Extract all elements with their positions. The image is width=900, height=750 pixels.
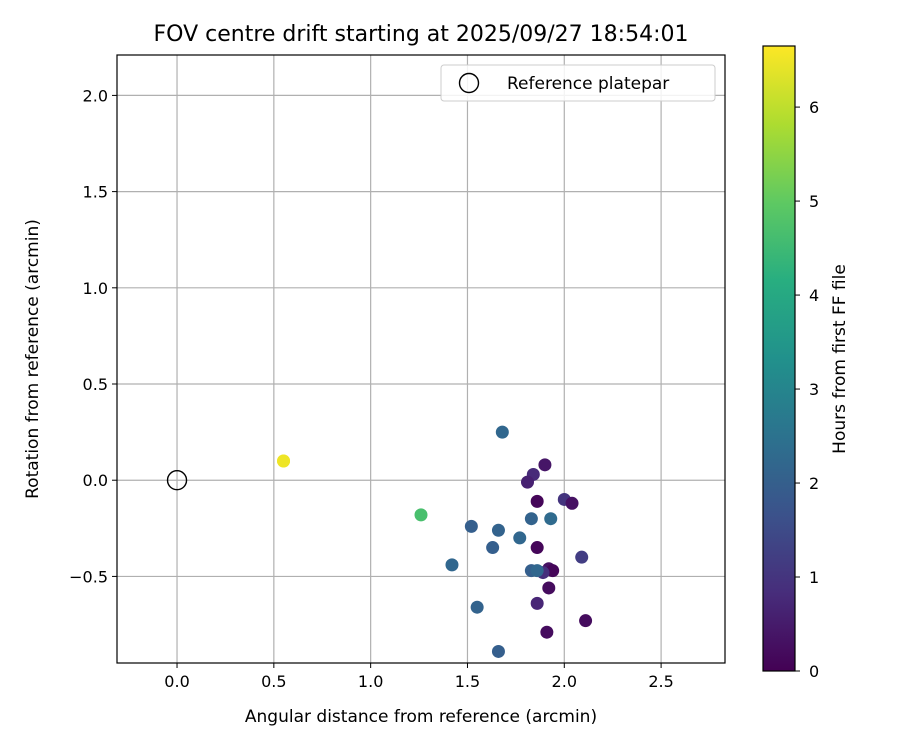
x-tick-label: 1.0: [358, 672, 383, 691]
plot-area-frame: [116, 54, 726, 664]
colorbar-gradient: [762, 45, 796, 672]
data-point: [530, 564, 544, 578]
data-point: [277, 454, 291, 468]
data-point: [491, 644, 505, 658]
x-tick-label: 2.0: [552, 672, 577, 691]
colorbar-tick-label: 0: [809, 662, 819, 681]
x-axis-label: Angular distance from reference (arcmin): [245, 707, 597, 727]
colorbar-tick-label: 6: [809, 98, 819, 117]
colorbar-tick-label: 1: [809, 568, 819, 587]
colorbar-ticks: 0 1 2 3 4 5 6: [795, 98, 819, 681]
colorbar-tick-label: 4: [809, 286, 819, 305]
data-point: [491, 523, 505, 537]
colorbar-tick-label: 3: [809, 380, 819, 399]
data-point: [579, 614, 593, 628]
x-tick-label: 1.5: [455, 672, 480, 691]
data-point: [565, 496, 579, 510]
x-tick-label: 0.0: [164, 672, 189, 691]
y-axis-label: Rotation from reference (arcmin): [23, 219, 43, 499]
y-tick-label: 0.0: [83, 471, 108, 490]
legend: Reference platepar: [440, 64, 716, 102]
y-tick-label: 0.5: [83, 375, 108, 394]
data-point: [546, 564, 560, 578]
data-point: [513, 531, 527, 545]
legend-entry: Reference platepar: [507, 74, 669, 94]
data-point: [530, 541, 544, 555]
colorbar-tick-label: 5: [809, 192, 819, 211]
y-tick-label: 2.0: [83, 86, 108, 105]
chart-title: FOV centre drift starting at 2025/09/27 …: [154, 22, 689, 47]
y-axis: −0.5 0.0 0.5 1.0 1.5 2.0: [69, 86, 117, 586]
data-point: [524, 512, 538, 526]
data-point: [530, 494, 544, 508]
legend-box: [440, 64, 716, 102]
data-point: [544, 512, 558, 526]
data-point: [520, 475, 534, 489]
colorbar-tick-label: 2: [809, 474, 819, 493]
data-point: [538, 458, 552, 472]
data-point: [495, 425, 509, 439]
data-point: [575, 550, 589, 564]
data-point: [542, 581, 556, 595]
legend-marker-icon: [458, 72, 480, 94]
data-point: [414, 508, 428, 522]
data-point: [445, 558, 459, 572]
y-tick-label: 1.5: [83, 183, 108, 202]
colorbar-label: Hours from first FF file: [830, 264, 850, 454]
data-point: [540, 625, 554, 639]
x-tick-label: 0.5: [261, 672, 286, 691]
data-point: [530, 596, 544, 610]
data-points: [166, 425, 593, 658]
y-tick-label: 1.0: [83, 279, 108, 298]
x-tick-label: 2.5: [648, 672, 673, 691]
colorbar: 0 1 2 3 4 5 6 Hours from first FF file: [762, 45, 850, 681]
grid: [117, 55, 725, 663]
data-point: [464, 519, 478, 533]
x-axis: 0.0 0.5 1.0 1.5 2.0 2.5: [164, 663, 674, 691]
data-point: [486, 541, 500, 555]
y-tick-label: −0.5: [69, 567, 108, 586]
reference-point-marker: [166, 470, 188, 491]
data-point: [470, 600, 484, 614]
